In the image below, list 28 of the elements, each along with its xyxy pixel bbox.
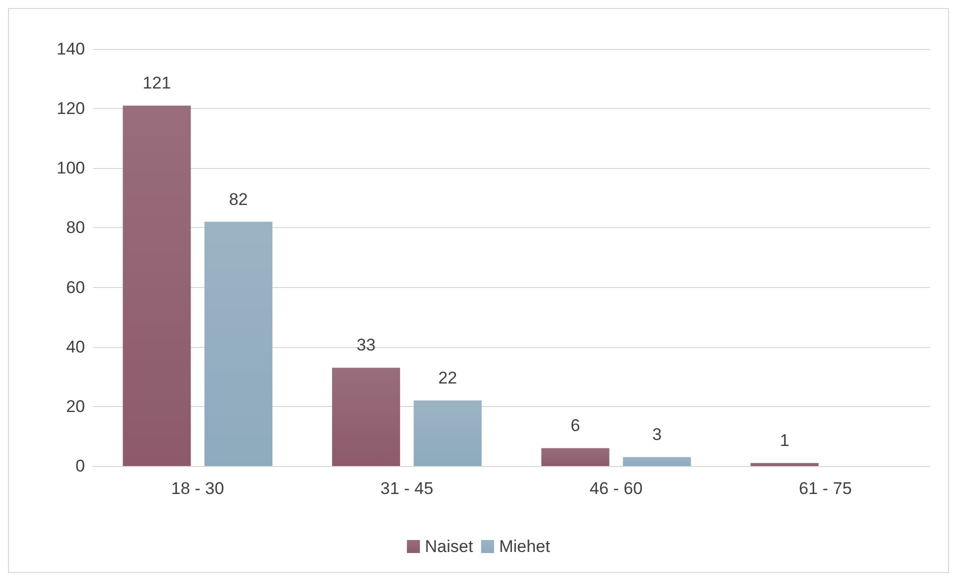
bar bbox=[122, 106, 191, 466]
x-tick-label: 61 - 75 bbox=[798, 479, 852, 498]
bar bbox=[750, 463, 819, 466]
bar bbox=[332, 368, 400, 466]
x-tick-label: 31 - 45 bbox=[380, 479, 434, 498]
x-tick-label: 46 - 60 bbox=[590, 479, 643, 498]
x-tick-label: 18 - 30 bbox=[171, 479, 224, 498]
data-label: 33 bbox=[356, 336, 376, 355]
y-tick-label: 40 bbox=[66, 337, 85, 356]
legend-label: Naiset bbox=[424, 537, 474, 556]
y-tick-label: 140 bbox=[56, 40, 85, 58]
data-label: 121 bbox=[142, 74, 172, 93]
bar bbox=[414, 400, 482, 466]
y-tick-label: 120 bbox=[56, 99, 85, 118]
y-tick-label: 0 bbox=[76, 456, 85, 476]
bar bbox=[622, 457, 691, 466]
y-tick-label: 100 bbox=[56, 158, 85, 178]
data-label: 1 bbox=[780, 431, 790, 450]
data-label: 82 bbox=[228, 190, 248, 209]
y-tick-label: 80 bbox=[66, 218, 85, 238]
legend-label: Miehet bbox=[499, 537, 550, 556]
data-label: 3 bbox=[652, 425, 662, 444]
bar bbox=[204, 222, 272, 466]
y-tick-label: 20 bbox=[66, 396, 85, 416]
bar bbox=[541, 448, 610, 466]
data-label: 6 bbox=[570, 416, 580, 436]
data-label: 22 bbox=[438, 368, 458, 388]
y-tick-label: 60 bbox=[66, 278, 85, 297]
